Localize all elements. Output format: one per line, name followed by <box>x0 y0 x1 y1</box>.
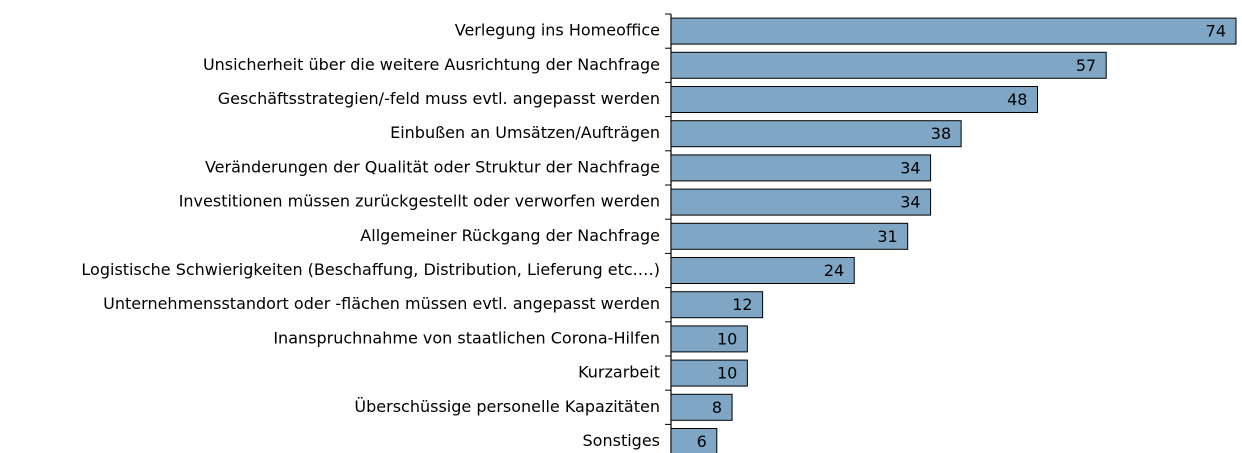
bar <box>670 154 932 182</box>
category-label: Kurzarbeit <box>578 363 660 382</box>
bar <box>670 359 748 387</box>
value-label: 8 <box>712 398 722 417</box>
value-label: 48 <box>1007 90 1027 109</box>
bar <box>670 393 733 421</box>
bar <box>670 86 1038 113</box>
category-label: Unsicherheit über die weitere Ausrichtun… <box>203 55 660 74</box>
bar <box>670 17 1237 45</box>
value-label: 38 <box>931 124 951 143</box>
bar <box>670 257 855 284</box>
category-label: Inanspruchnahme von staatlichen Corona-H… <box>273 328 660 347</box>
bar <box>670 120 962 148</box>
category-label: Veränderungen der Qualität oder Struktur… <box>205 157 660 176</box>
category-label: Logistische Schwierigkeiten (Beschaffung… <box>81 260 660 279</box>
bar <box>670 291 764 319</box>
value-label: 24 <box>824 261 844 280</box>
bar <box>670 51 1107 79</box>
value-label: 12 <box>732 295 752 314</box>
value-label: 10 <box>717 364 737 383</box>
category-label: Einbußen an Umsätzen/Aufträgen <box>390 123 660 142</box>
bar <box>670 428 718 453</box>
value-label: 34 <box>900 193 920 212</box>
value-label: 74 <box>1206 22 1226 41</box>
category-label: Überschüssige personelle Kapazitäten <box>354 397 660 416</box>
category-label: Unternehmensstandort oder -flächen müsse… <box>103 294 660 313</box>
category-label: Verlegung ins Homeoffice <box>455 21 660 40</box>
bar <box>670 188 932 216</box>
value-label: 34 <box>900 158 920 177</box>
category-label: Geschäftsstrategien/-feld muss evtl. ang… <box>218 89 660 108</box>
bar <box>670 222 909 250</box>
value-label: 57 <box>1076 56 1096 75</box>
value-label: 10 <box>717 329 737 348</box>
value-label: 31 <box>877 227 897 246</box>
bar <box>670 325 748 353</box>
value-label: 6 <box>697 432 707 451</box>
category-label: Sonstiges <box>583 431 660 450</box>
category-label: Investitionen müssen zurückgestellt oder… <box>179 192 660 211</box>
category-label: Allgemeiner Rückgang der Nachfrage <box>360 226 660 245</box>
